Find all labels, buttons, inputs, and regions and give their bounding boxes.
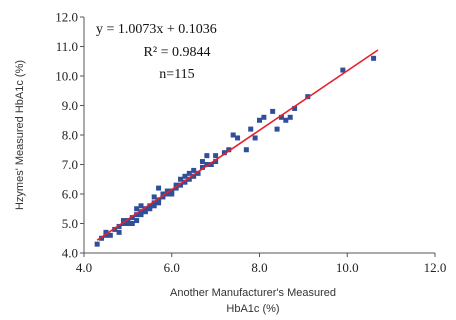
data-point	[213, 159, 219, 165]
y-tick-label: 12.0	[55, 10, 78, 25]
data-point	[230, 132, 236, 138]
x-tick-label: 4.0	[76, 260, 92, 275]
data-point	[156, 200, 162, 206]
data-point	[248, 126, 254, 132]
data-point	[191, 167, 197, 173]
data-point	[208, 162, 214, 167]
x-axis-title-line-1: Another Manufacturer's Measured	[170, 287, 336, 299]
data-point	[138, 203, 144, 209]
annotation-line: R² = 0.9844	[144, 45, 211, 60]
y-axis-title: Hzymes' Measured HbA1c (%)	[14, 60, 26, 210]
y-tick-label: 7.0	[62, 157, 78, 172]
data-point	[125, 221, 131, 226]
data-point	[340, 67, 346, 73]
data-point	[292, 105, 298, 111]
data-point	[134, 206, 140, 212]
data-point	[120, 221, 126, 226]
data-point	[204, 162, 210, 167]
y-tick-label: 11.0	[56, 39, 78, 54]
data-point	[151, 203, 157, 209]
data-point	[199, 159, 205, 165]
data-point	[257, 117, 262, 123]
data-point	[156, 185, 162, 191]
data-point	[371, 55, 377, 61]
data-point	[147, 206, 153, 212]
data-point	[195, 170, 201, 176]
equation-annotations: y = 1.0073x + 0.1036 R² = 0.9844 n=115	[96, 22, 217, 82]
data-point	[252, 135, 258, 141]
data-point	[178, 176, 184, 182]
data-point	[164, 188, 170, 194]
trendline	[96, 49, 379, 241]
data-point	[116, 223, 122, 229]
data-point	[147, 203, 153, 209]
data-point	[283, 117, 289, 123]
data-point	[235, 135, 241, 141]
x-axis-title-line-2: HbA1c (%)	[226, 303, 279, 315]
data-point	[129, 215, 135, 221]
y-tick-label: 4.0	[62, 246, 78, 261]
data-point	[191, 173, 197, 179]
y-tick-label: 5.0	[62, 216, 78, 231]
data-point	[112, 226, 118, 232]
data-point	[287, 114, 293, 120]
data-point	[103, 229, 109, 235]
y-tick-label: 6.0	[62, 187, 78, 202]
data-point	[129, 221, 135, 226]
data-point	[182, 173, 188, 179]
data-point	[107, 232, 113, 238]
data-point	[160, 191, 166, 197]
data-point	[138, 212, 144, 218]
data-point	[278, 114, 284, 120]
annotation-line: n=115	[159, 67, 194, 82]
data-point	[169, 188, 175, 194]
x-tick-label: 12.0	[424, 260, 447, 275]
data-point	[274, 126, 280, 132]
data-point	[243, 147, 249, 153]
axes	[83, 17, 435, 254]
data-point	[120, 218, 126, 224]
data-point	[270, 108, 276, 114]
data-point	[142, 209, 148, 215]
y-tick-label: 9.0	[62, 98, 78, 113]
data-point	[116, 229, 122, 235]
data-point	[221, 150, 227, 156]
data-points	[94, 55, 377, 247]
data-point	[169, 191, 175, 197]
annotation-line: y = 1.0073x + 0.1036	[96, 22, 217, 37]
data-point	[182, 179, 188, 185]
data-point	[213, 153, 219, 159]
data-point	[99, 235, 105, 241]
data-point	[134, 218, 140, 224]
y-tick-label: 8.0	[62, 128, 78, 143]
x-ticks: 4.0 6.0 8.0 10.0 12.0	[76, 253, 447, 275]
data-point	[156, 197, 162, 203]
data-point	[160, 194, 166, 200]
data-point	[142, 206, 148, 212]
data-point	[125, 218, 131, 224]
data-point	[186, 176, 192, 182]
data-point	[173, 185, 179, 191]
y-ticks: 4.0 5.0 6.0 7.0 8.0 9.0 10.0 11.0 12.0	[55, 10, 84, 261]
data-point	[151, 194, 157, 200]
data-point	[204, 153, 210, 159]
data-point	[138, 209, 144, 215]
data-point	[173, 182, 179, 188]
data-point	[226, 147, 232, 153]
x-tick-label: 10.0	[336, 260, 359, 275]
data-point	[164, 191, 170, 197]
data-point	[134, 212, 140, 218]
data-point	[103, 232, 109, 238]
data-point	[151, 200, 157, 206]
data-point	[186, 170, 192, 176]
data-point	[94, 241, 100, 247]
data-point	[178, 182, 184, 188]
x-tick-label: 6.0	[164, 260, 180, 275]
x-tick-label: 8.0	[251, 260, 267, 275]
data-point	[261, 114, 267, 120]
data-point	[199, 164, 205, 170]
y-tick-label: 10.0	[55, 69, 78, 84]
